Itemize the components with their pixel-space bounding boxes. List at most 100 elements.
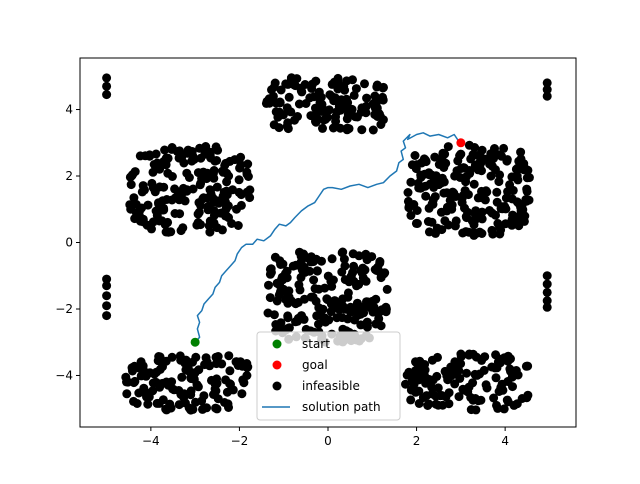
infeasible-point — [312, 311, 322, 321]
infeasible-point — [439, 163, 449, 172]
infeasible-point — [348, 75, 357, 85]
infeasible-point — [361, 108, 371, 118]
infeasible-point — [491, 350, 501, 360]
legend-box — [256, 331, 401, 421]
infeasible-point — [352, 281, 361, 291]
infeasible-point — [450, 357, 460, 367]
infeasible-point — [328, 123, 338, 133]
infeasible-point — [340, 275, 350, 285]
infeasible-point — [300, 294, 309, 304]
infeasible-point — [476, 157, 486, 167]
infeasible-point — [148, 167, 158, 177]
infeasible-point — [184, 364, 193, 374]
infeasible-point — [314, 303, 324, 313]
legend-start-label: start — [302, 337, 330, 351]
infeasible-point — [282, 121, 292, 131]
infeasible-point — [281, 79, 291, 89]
infeasible-point — [163, 153, 173, 163]
infeasible-point — [295, 247, 304, 257]
infeasible-point — [511, 164, 521, 174]
infeasible-point — [542, 279, 552, 289]
infeasible-point — [212, 156, 222, 165]
infeasible-point — [274, 290, 284, 300]
infeasible-point — [441, 392, 451, 402]
infeasible-point — [452, 369, 462, 379]
infeasible-point — [519, 159, 529, 169]
infeasible-point — [167, 377, 177, 387]
infeasible-point — [275, 256, 285, 266]
infeasible-point — [297, 311, 306, 321]
infeasible-point — [276, 85, 286, 95]
infeasible-point — [157, 378, 167, 388]
infeasible-point — [431, 171, 441, 181]
infeasible-point — [401, 379, 410, 389]
infeasible-point — [461, 227, 471, 237]
infeasible-point — [126, 180, 136, 190]
infeasible-point — [477, 214, 487, 224]
infeasible-point — [170, 209, 180, 218]
y-tick-label: −2 — [55, 302, 73, 316]
infeasible-point — [406, 177, 416, 187]
infeasible-point — [212, 223, 222, 233]
infeasible-point — [514, 221, 524, 231]
infeasible-point — [494, 387, 504, 396]
infeasible-point — [102, 81, 112, 91]
x-tick-label: −4 — [142, 434, 160, 448]
infeasible-point — [403, 188, 413, 197]
infeasible-point — [160, 145, 170, 155]
infeasible-point — [143, 399, 153, 409]
infeasible-point — [468, 378, 478, 388]
infeasible-point — [542, 85, 552, 95]
infeasible-point — [102, 90, 112, 100]
infeasible-point — [102, 301, 112, 311]
infeasible-point — [200, 360, 210, 370]
infeasible-point — [213, 145, 223, 155]
infeasible-point — [493, 219, 503, 228]
infeasible-point — [132, 399, 142, 408]
infeasible-point — [371, 98, 381, 108]
y-axis-ticks: −4 −2 0 2 4 — [55, 103, 80, 382]
infeasible-point — [486, 171, 496, 181]
infeasible-point — [130, 167, 140, 177]
solution-path-layer — [194, 132, 462, 343]
infeasible-point — [140, 185, 149, 195]
infeasible-point — [508, 382, 517, 392]
infeasible-point — [177, 372, 187, 382]
infeasible-point — [542, 91, 552, 101]
infeasible-point — [454, 392, 464, 402]
infeasible-point — [193, 218, 203, 228]
infeasible-point — [320, 283, 330, 293]
infeasible-point — [542, 287, 552, 297]
infeasible-point — [163, 227, 173, 237]
infeasible-point — [458, 384, 468, 394]
infeasible-point — [371, 319, 381, 329]
infeasible-point — [524, 195, 534, 205]
infeasible-point — [464, 350, 474, 360]
legend-goal-label: goal — [302, 358, 328, 372]
infeasible-point — [362, 253, 372, 263]
infeasible-point — [130, 361, 139, 371]
infeasible-point — [376, 269, 386, 279]
infeasible-point — [343, 98, 353, 108]
infeasible-point — [408, 375, 418, 385]
infeasible-point — [129, 378, 139, 388]
infeasible-point — [329, 96, 339, 106]
infeasible-point — [542, 271, 552, 281]
infeasible-point — [200, 143, 210, 153]
infeasible-point — [245, 185, 255, 195]
infeasible-point — [487, 362, 497, 372]
infeasible-point — [522, 184, 532, 194]
infeasible-point — [145, 368, 155, 378]
infeasible-point — [243, 172, 253, 181]
infeasible-point — [213, 394, 223, 404]
infeasible-point — [266, 268, 276, 277]
infeasible-point — [517, 394, 527, 403]
infeasible-region-2 — [261, 73, 388, 135]
infeasible-point — [237, 389, 247, 399]
infeasible-point — [444, 399, 454, 409]
infeasible-point — [450, 171, 460, 181]
infeasible-point — [473, 165, 483, 175]
infeasible-point — [451, 216, 461, 226]
infeasible-point — [456, 149, 466, 159]
infeasible-point — [349, 261, 359, 271]
